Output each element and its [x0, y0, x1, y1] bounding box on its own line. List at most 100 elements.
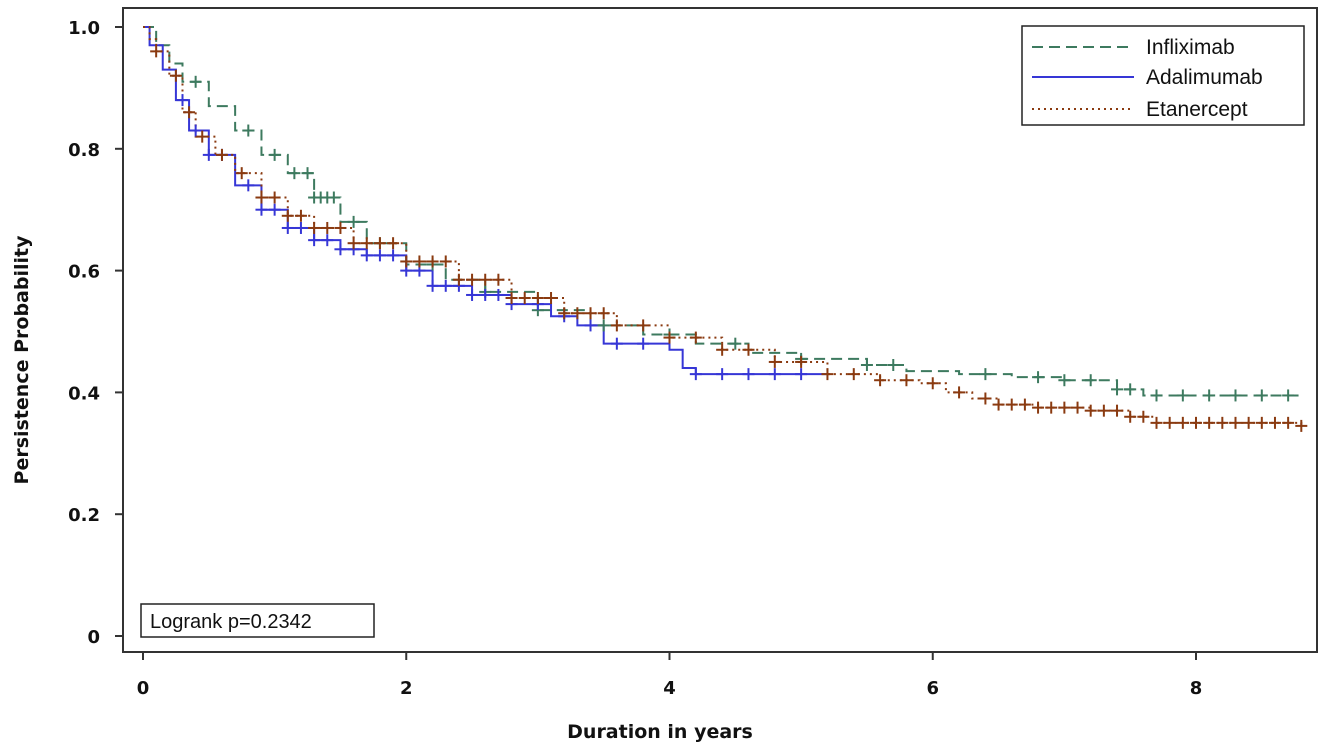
censor-mark-etanercept [1150, 416, 1163, 429]
censor-mark-etanercept [215, 148, 228, 161]
censor-mark-etanercept [492, 273, 505, 286]
censor-mark-etanercept [196, 130, 209, 143]
censor-mark-adalimumab [255, 203, 268, 216]
censor-mark-adalimumab [360, 249, 373, 262]
censor-mark-etanercept [1137, 410, 1150, 423]
censor-mark-etanercept [663, 331, 676, 344]
censor-mark-etanercept [689, 331, 702, 344]
y-tick-label: 0 [87, 627, 100, 648]
censor-mark-etanercept [1295, 419, 1308, 432]
censor-mark-infliximab [729, 337, 742, 350]
legend-label-adalimumab: Adalimumab [1146, 66, 1263, 89]
censor-mark-etanercept [1242, 416, 1255, 429]
censor-mark-infliximab [1176, 389, 1189, 402]
censor-mark-etanercept [439, 255, 452, 268]
x-tick-label: 8 [1190, 678, 1203, 699]
y-tick-label: 0.2 [68, 505, 100, 526]
censor-mark-infliximab [1058, 374, 1071, 387]
censor-mark-adalimumab [242, 179, 255, 192]
axes: 0 2 4 6 8 0 0.2 0.4 0.6 0.8 1.0 [68, 18, 1202, 699]
censor-mark-infliximab [1084, 374, 1097, 387]
censor-mark-etanercept [505, 292, 518, 305]
censor-mark-adalimumab [281, 221, 294, 234]
legend-label-etanercept: Etanercept [1146, 98, 1248, 121]
censor-mark-etanercept [1084, 404, 1097, 417]
censor-mark-etanercept [1216, 416, 1229, 429]
censor-mark-adalimumab [202, 148, 215, 161]
censor-mark-etanercept [584, 307, 597, 320]
censor-mark-adalimumab [492, 288, 505, 301]
censor-mark-infliximab [860, 358, 873, 371]
censor-mark-etanercept [1282, 416, 1295, 429]
censor-mark-etanercept [821, 368, 834, 381]
censor-mark-infliximab [1203, 389, 1216, 402]
censor-mark-infliximab [288, 167, 301, 180]
censor-mark-etanercept [373, 237, 386, 250]
censor-mark-infliximab [1124, 383, 1137, 396]
censor-mark-etanercept [321, 221, 334, 234]
censor-mark-adalimumab [742, 368, 755, 381]
censor-mark-etanercept [400, 255, 413, 268]
censor-mark-etanercept [1176, 416, 1189, 429]
censor-mark-etanercept [1124, 410, 1137, 423]
censor-mark-etanercept [545, 292, 558, 305]
x-tick-label: 6 [926, 678, 939, 699]
censor-mark-infliximab [597, 319, 610, 332]
censor-mark-infliximab [1111, 383, 1124, 396]
legend-label-infliximab: Infliximab [1146, 36, 1235, 59]
censor-mark-etanercept [255, 191, 268, 204]
censor-mark-etanercept [479, 273, 492, 286]
censor-mark-etanercept [1163, 416, 1176, 429]
logrank-text: Logrank p=0.2342 [150, 611, 312, 633]
curve-infliximab [143, 26, 1302, 397]
censor-mark-etanercept [308, 221, 321, 234]
censor-mark-etanercept [992, 398, 1005, 411]
censor-mark-etanercept [294, 209, 307, 222]
censor-mark-adalimumab [466, 288, 479, 301]
censor-mark-etanercept [452, 273, 465, 286]
censor-mark-infliximab [979, 368, 992, 381]
censor-mark-adalimumab [637, 337, 650, 350]
censor-mark-adalimumab [479, 288, 492, 301]
censor-mark-infliximab [242, 124, 255, 137]
censor-mark-etanercept [1190, 416, 1202, 429]
x-tick-label: 2 [400, 678, 413, 699]
censor-mark-etanercept [1203, 416, 1216, 429]
censor-mark-etanercept [1097, 404, 1110, 417]
legend: Infliximab Adalimumab Etanercept [1021, 25, 1305, 126]
censor-mark-adalimumab [768, 368, 781, 381]
x-tick-label: 0 [137, 678, 150, 699]
censor-mark-etanercept [518, 292, 531, 305]
censor-mark-etanercept [183, 106, 196, 119]
censor-mark-etanercept [235, 167, 248, 180]
censor-mark-infliximab [1150, 389, 1163, 402]
y-axis-title: Persistence Probability [11, 235, 33, 485]
censor-mark-etanercept [716, 343, 729, 356]
logrank-annotation: Logrank p=0.2342 [140, 603, 375, 638]
censor-mark-etanercept [571, 307, 584, 320]
censor-mark-etanercept [795, 355, 808, 368]
censor-mark-etanercept [1229, 416, 1242, 429]
censor-mark-etanercept [847, 368, 860, 381]
censor-mark-etanercept [1045, 401, 1058, 414]
censor-mark-adalimumab [795, 368, 808, 381]
censor-mark-adalimumab [308, 234, 321, 247]
censor-mark-etanercept [874, 374, 887, 387]
x-axis-title: Duration in years [567, 721, 753, 743]
censor-mark-etanercept [169, 69, 182, 82]
censor-mark-adalimumab [426, 279, 439, 292]
censor-mark-adalimumab [373, 249, 386, 262]
censor-mark-etanercept [768, 355, 781, 368]
censor-mark-adalimumab [321, 234, 334, 247]
censor-mark-infliximab [1229, 389, 1242, 402]
censor-mark-etanercept [1268, 416, 1281, 429]
censor-mark-etanercept [1032, 401, 1045, 414]
censor-mark-etanercept [281, 209, 294, 222]
censor-mark-infliximab [1032, 371, 1045, 384]
censor-mark-etanercept [979, 392, 992, 405]
censor-mark-infliximab [887, 358, 900, 371]
censor-mark-etanercept [347, 237, 360, 250]
logrank-box [140, 603, 375, 638]
y-tick-label: 0.6 [68, 262, 100, 283]
censor-mark-etanercept [900, 374, 913, 387]
